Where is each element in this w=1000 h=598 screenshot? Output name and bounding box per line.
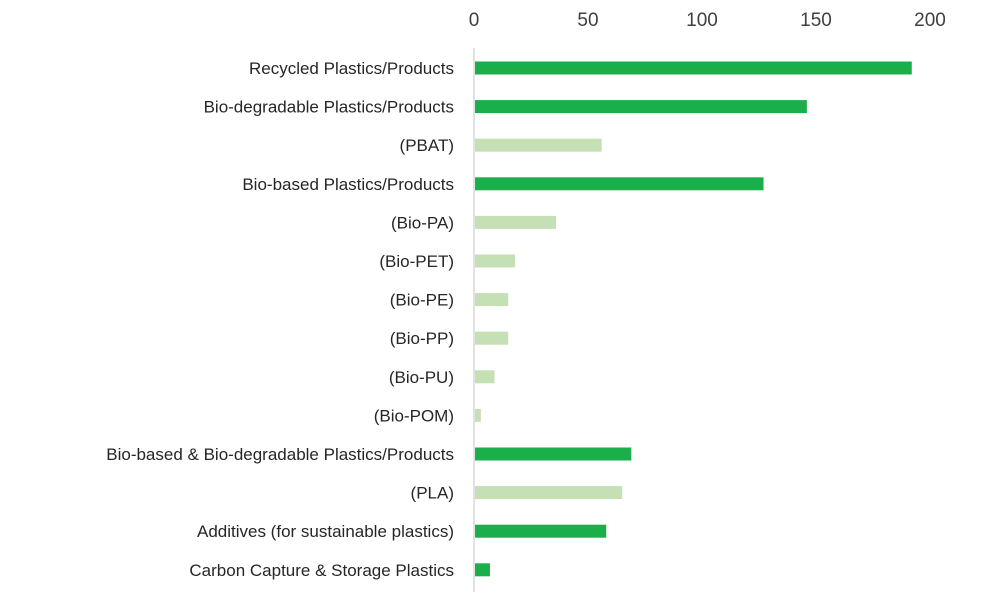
bar xyxy=(475,177,764,191)
category-label: Recycled Plastics/Products xyxy=(249,59,454,78)
category-label: Bio-based & Bio-degradable Plastics/Prod… xyxy=(106,445,454,464)
bar xyxy=(475,331,509,345)
bar xyxy=(475,293,509,307)
bars-group xyxy=(475,61,912,577)
category-label: (Bio-PP) xyxy=(390,329,454,348)
category-label: (Bio-PA) xyxy=(391,213,454,232)
bar xyxy=(475,486,623,500)
bar xyxy=(475,408,481,422)
bar xyxy=(475,524,607,538)
category-labels: Recycled Plastics/Products Bio-degradable… xyxy=(106,59,454,580)
bar xyxy=(475,61,912,75)
bar xyxy=(475,370,495,384)
x-tick-label: 50 xyxy=(577,10,598,31)
bar xyxy=(475,563,490,577)
x-tick-label: 200 xyxy=(914,10,946,31)
bar xyxy=(475,254,516,268)
x-tick-label: 0 xyxy=(469,10,480,31)
category-label: Additives (for sustainable plastics) xyxy=(197,522,454,541)
bar xyxy=(475,100,807,114)
category-label: Bio-based Plastics/Products xyxy=(242,175,454,194)
category-label: (PBAT) xyxy=(400,136,454,155)
x-axis-ticks: 0 50 100 150 200 xyxy=(469,10,946,31)
category-label: (Bio-PET) xyxy=(379,252,454,271)
category-label: Carbon Capture & Storage Plastics xyxy=(189,561,454,580)
category-label: (PLA) xyxy=(411,484,454,503)
category-label: Bio-degradable Plastics/Products xyxy=(204,98,454,117)
category-label: (Bio-PU) xyxy=(389,368,454,387)
category-label: (Bio-PE) xyxy=(390,291,454,310)
bar xyxy=(475,215,557,229)
category-label: (Bio-POM) xyxy=(374,406,454,425)
bar xyxy=(475,138,602,152)
bar xyxy=(475,447,632,461)
x-tick-label: 100 xyxy=(686,10,718,31)
x-tick-label: 150 xyxy=(800,10,832,31)
